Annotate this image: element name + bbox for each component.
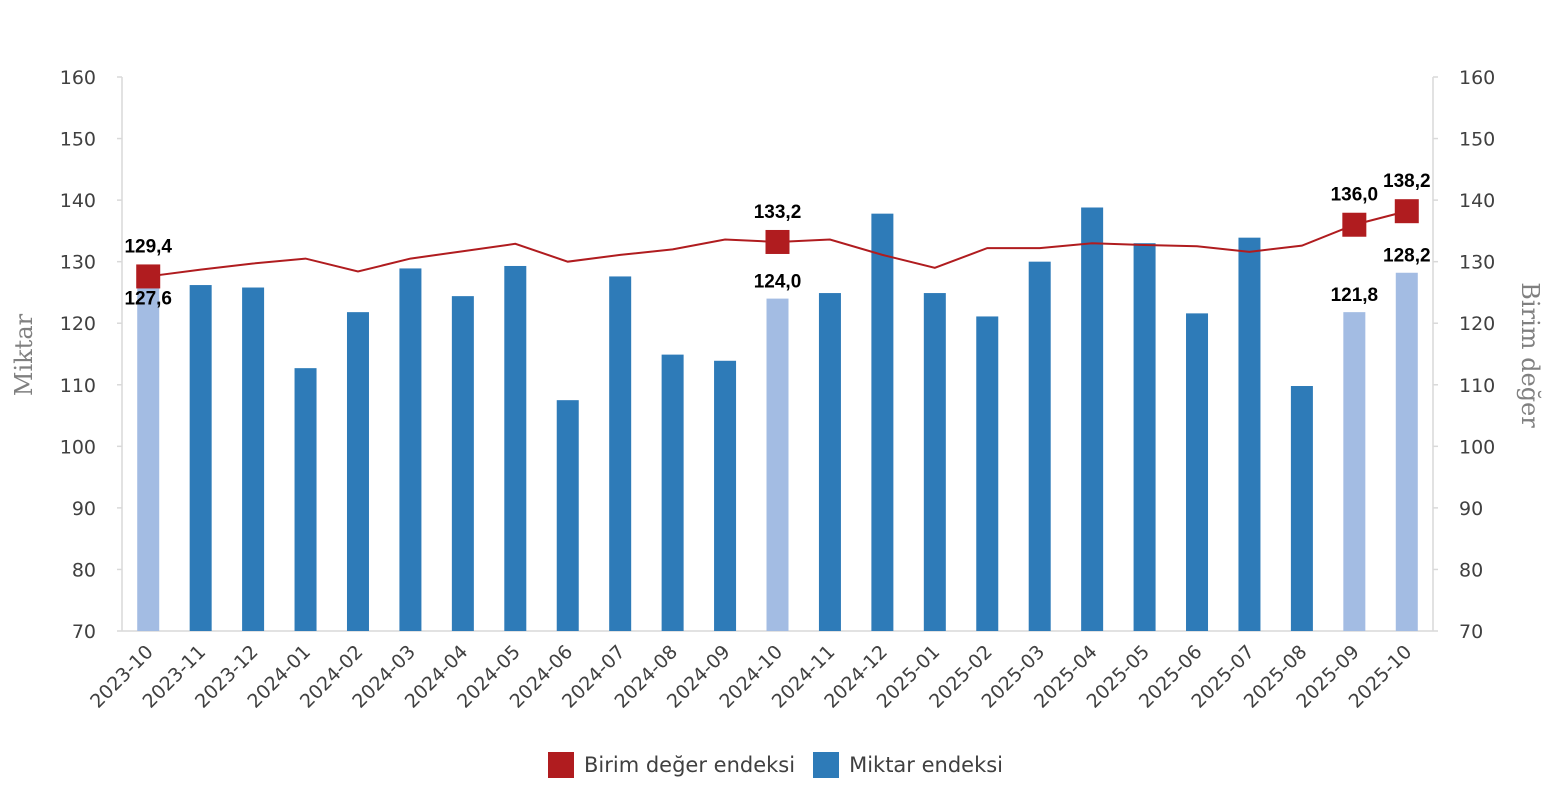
y-tick-label: 120 xyxy=(60,313,96,335)
legend-swatch-birim-deger xyxy=(548,752,574,778)
bar-2024-03 xyxy=(399,268,422,631)
y2-tick-label: 80 xyxy=(1459,559,1483,581)
data-label: 124,0 xyxy=(754,272,802,293)
bar-2025-08 xyxy=(1290,386,1313,631)
bar-2024-10 xyxy=(766,298,789,631)
y-tick-label: 100 xyxy=(60,436,96,458)
bar-2025-04 xyxy=(1081,207,1104,631)
y-tick-label: 110 xyxy=(60,375,96,397)
right-y-axis-ticks: 70 80 90 100 110 120 130 140 150 160 xyxy=(1433,67,1495,643)
bar-2024-11 xyxy=(818,293,841,631)
data-labels: 129,4 127,6 133,2 124,0 136,0 121,8 138,2 128,2 xyxy=(124,171,1430,309)
bar-2024-04 xyxy=(451,296,474,631)
legend-item-birim-deger: Birim değer endeksi xyxy=(548,752,795,778)
bar-2025-10 xyxy=(1395,272,1418,631)
data-label: 128,2 xyxy=(1383,246,1431,267)
legend: Birim değer endeksi Miktar endeksi xyxy=(548,752,1021,778)
y-tick-label: 130 xyxy=(60,252,96,274)
bar-2023-12 xyxy=(242,287,265,631)
bar-2024-05 xyxy=(504,265,527,631)
bar-2023-11 xyxy=(189,285,212,631)
legend-item-miktar: Miktar endeksi xyxy=(813,752,1003,778)
bar-2024-02 xyxy=(346,312,369,631)
birim-deger-markers xyxy=(136,199,1419,289)
marker-2025-10 xyxy=(1394,199,1419,224)
x-axis-ticks: 2023-102023-112023-122024-012024-022024-… xyxy=(86,641,1416,713)
y2-tick-label: 160 xyxy=(1459,67,1495,89)
bar-2024-09 xyxy=(714,360,737,631)
y-tick-label: 90 xyxy=(72,498,96,520)
y2-tick-label: 150 xyxy=(1459,129,1495,151)
y2-tick-label: 70 xyxy=(1459,621,1483,643)
y2-axis-title: Birim değer xyxy=(1516,282,1544,428)
data-label: 136,0 xyxy=(1331,185,1379,206)
marker-2025-09 xyxy=(1342,212,1367,237)
y-tick-label: 160 xyxy=(60,67,96,89)
y-axis-title: Miktar xyxy=(10,313,38,396)
y-tick-label: 140 xyxy=(60,190,96,212)
bar-2024-12 xyxy=(871,213,894,632)
bar-2024-01 xyxy=(294,368,317,631)
y-tick-label: 150 xyxy=(60,129,96,151)
bar-2025-06 xyxy=(1186,313,1209,631)
data-label: 127,6 xyxy=(124,288,172,309)
y2-tick-label: 130 xyxy=(1459,252,1495,274)
marker-2024-10 xyxy=(765,229,790,254)
y2-tick-label: 110 xyxy=(1459,375,1495,397)
bar-2024-08 xyxy=(661,354,684,631)
bar-2025-02 xyxy=(976,316,999,631)
data-label: 138,2 xyxy=(1383,171,1431,192)
y2-tick-label: 120 xyxy=(1459,313,1495,335)
miktar-bars xyxy=(137,207,1418,632)
bar-2025-05 xyxy=(1133,243,1156,631)
bar-2025-03 xyxy=(1028,261,1051,631)
legend-label-birim-deger: Birim değer endeksi xyxy=(584,753,796,777)
data-label: 121,8 xyxy=(1331,285,1379,306)
legend-swatch-miktar xyxy=(813,752,840,778)
y-tick-label: 80 xyxy=(72,559,96,581)
legend-label-miktar: Miktar endeksi xyxy=(849,753,1004,777)
bar-2024-07 xyxy=(609,276,632,631)
data-label: 129,4 xyxy=(124,236,172,257)
y-tick-label: 70 xyxy=(72,621,96,643)
y2-tick-label: 90 xyxy=(1459,498,1483,520)
bar-2025-07 xyxy=(1238,237,1261,631)
bar-2023-10 xyxy=(137,276,160,631)
marker-2023-10 xyxy=(136,264,161,289)
left-y-axis-ticks: 70 80 90 100 110 120 130 140 150 160 xyxy=(60,67,122,643)
y2-tick-label: 140 xyxy=(1459,190,1495,212)
y2-tick-label: 100 xyxy=(1459,436,1495,458)
data-label: 133,2 xyxy=(754,202,802,223)
bar-2025-01 xyxy=(923,293,946,631)
bar-2025-09 xyxy=(1343,312,1366,631)
bar-2024-06 xyxy=(556,400,579,631)
